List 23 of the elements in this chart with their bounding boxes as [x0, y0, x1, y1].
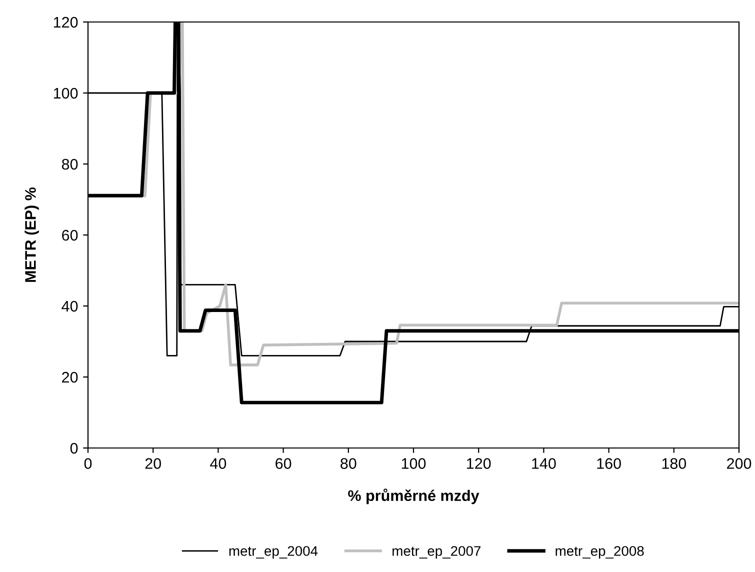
x-tick-label: 40 [210, 458, 226, 469]
x-tick-label: 80 [340, 458, 356, 469]
x-tick-label: 200 [727, 458, 752, 469]
y-tick-label: 100 [54, 88, 78, 99]
x-tick-label: 0 [84, 458, 92, 469]
x-tick-label: 140 [532, 458, 556, 469]
legend-label: metr_ep_2004 [229, 546, 318, 559]
x-tick-label: 100 [402, 458, 426, 469]
y-axis-title: METR (EP) % [24, 187, 39, 282]
x-tick-label: 20 [145, 458, 161, 469]
x-tick-label: 180 [662, 458, 686, 469]
y-tick-label: 0 [70, 442, 78, 454]
x-axis-title: % průměrné mzdy [348, 488, 480, 504]
y-tick-label: 60 [62, 230, 78, 241]
y-tick-label: 20 [62, 372, 78, 383]
y-tick-label: 120 [54, 16, 78, 28]
legend-label: metr_ep_2008 [556, 546, 644, 559]
x-tick-label: 120 [467, 458, 491, 469]
legend-label: metr_ep_2007 [392, 546, 481, 559]
y-tick-label: 80 [62, 158, 78, 170]
y-tick-label: 40 [62, 300, 78, 312]
x-tick-label: 60 [276, 458, 292, 469]
x-tick-label: 160 [597, 458, 621, 469]
